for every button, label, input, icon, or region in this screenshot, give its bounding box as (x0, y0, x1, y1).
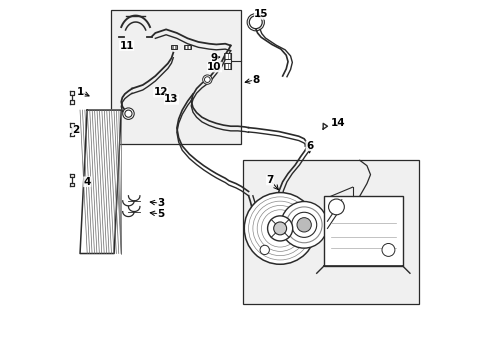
Bar (324, 196, 403, 266)
Bar (224, 63, 231, 69)
Circle shape (286, 207, 322, 243)
Bar (184, 45, 191, 49)
Circle shape (274, 222, 287, 235)
Text: 15: 15 (254, 9, 269, 19)
Text: 13: 13 (164, 94, 179, 104)
Circle shape (292, 212, 317, 237)
Circle shape (262, 210, 299, 247)
Bar (243, 160, 419, 304)
Text: 10: 10 (207, 62, 222, 72)
Bar (111, 10, 242, 144)
Bar (224, 53, 231, 59)
Text: 2: 2 (72, 125, 79, 135)
Polygon shape (80, 110, 122, 253)
Circle shape (245, 193, 316, 264)
Circle shape (122, 108, 134, 120)
Text: 11: 11 (120, 41, 134, 50)
Circle shape (125, 110, 132, 117)
Circle shape (260, 245, 270, 255)
Circle shape (329, 199, 344, 215)
Bar (171, 45, 177, 49)
Circle shape (268, 216, 293, 241)
Text: 9: 9 (211, 53, 218, 63)
Circle shape (257, 206, 303, 251)
Text: 7: 7 (267, 175, 274, 185)
Text: 6: 6 (306, 141, 313, 151)
Circle shape (204, 77, 210, 82)
Text: 3: 3 (157, 198, 164, 208)
Circle shape (248, 197, 312, 260)
Text: 4: 4 (83, 177, 91, 187)
Text: 12: 12 (153, 87, 168, 97)
Circle shape (382, 243, 395, 256)
Circle shape (253, 201, 307, 256)
Text: 14: 14 (331, 118, 345, 128)
Text: 1: 1 (77, 87, 84, 97)
Circle shape (249, 16, 262, 29)
Text: 5: 5 (157, 209, 164, 219)
Text: 8: 8 (252, 75, 259, 85)
Circle shape (281, 202, 327, 248)
Circle shape (297, 218, 311, 232)
Polygon shape (323, 123, 327, 129)
Circle shape (203, 75, 212, 84)
